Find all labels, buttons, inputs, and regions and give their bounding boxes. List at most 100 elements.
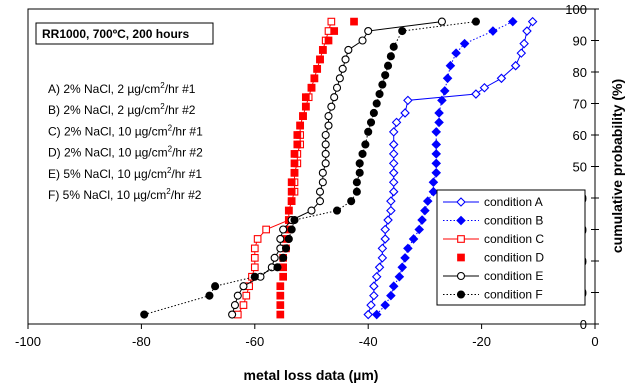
data-point <box>284 206 293 215</box>
data-point <box>310 74 319 83</box>
x-tick-label: -20 <box>472 334 491 349</box>
condition-text: E) 5% NaCl, 10 µg/cm <box>48 167 167 181</box>
data-point <box>287 187 296 196</box>
data-point <box>439 86 450 96</box>
data-point <box>321 149 330 158</box>
data-point <box>250 272 259 281</box>
data-point <box>230 301 240 310</box>
legend-item: condition C <box>443 232 544 246</box>
data-point <box>442 73 453 84</box>
data-point <box>414 224 425 235</box>
data-point <box>250 254 259 262</box>
data-point <box>332 83 342 92</box>
data-point <box>284 234 293 243</box>
conditions-list: A) 2% NaCl, 2 µg/cm2/hr #1B) 2% NaCl, 2 … <box>48 81 203 202</box>
data-point <box>287 225 296 234</box>
condition-superscript: 2 <box>160 102 165 111</box>
data-point <box>369 108 378 117</box>
y-tick-label: 50 <box>573 160 587 175</box>
data-point <box>324 112 333 121</box>
condition-text: B) 2% NaCl, 2 µg/cm <box>48 103 160 117</box>
condition-suffix: /hr #2 <box>165 103 196 117</box>
y-tick-label: 80 <box>573 65 587 80</box>
legend-frame <box>436 189 586 306</box>
data-point <box>279 225 288 234</box>
data-point <box>394 271 405 282</box>
data-point <box>276 310 285 319</box>
condition-description: B) 2% NaCl, 2 µg/cm2/hr #2 <box>48 102 196 117</box>
data-point <box>352 178 361 187</box>
data-point <box>431 158 442 169</box>
data-point <box>313 65 322 73</box>
data-point <box>459 38 470 49</box>
data-point <box>389 42 398 51</box>
data-point <box>377 243 388 254</box>
data-point <box>270 253 279 262</box>
data-point <box>496 73 507 84</box>
data-point <box>386 196 396 206</box>
data-point <box>434 108 444 118</box>
legend-marker <box>457 235 465 243</box>
data-point <box>324 121 333 130</box>
data-point <box>290 216 299 225</box>
data-point <box>228 310 237 319</box>
data-point <box>437 17 446 26</box>
data-point <box>388 177 399 188</box>
data-point <box>290 168 299 177</box>
x-tick-label: -40 <box>359 334 378 349</box>
data-point <box>380 224 390 235</box>
data-point <box>403 95 413 106</box>
data-point <box>233 291 242 300</box>
data-point <box>388 139 399 150</box>
condition-description: D) 2% NaCl, 10 µg/cm2/hr #2 <box>48 145 203 160</box>
data-point <box>371 309 382 320</box>
data-point <box>318 178 327 187</box>
data-point <box>364 127 373 136</box>
data-point <box>281 244 291 253</box>
legend-label: condition F <box>484 288 543 302</box>
data-point <box>262 225 270 234</box>
y-tick-label: 90 <box>573 34 587 49</box>
data-point <box>374 262 385 273</box>
legend-label: condition E <box>484 269 543 283</box>
data-point <box>388 149 399 159</box>
data-point <box>307 83 316 92</box>
condition-description: C) 2% NaCl, 10 µg/cm2/hr #1 <box>48 123 203 138</box>
data-point <box>287 197 296 206</box>
data-point <box>375 90 384 99</box>
data-point <box>301 93 310 102</box>
data-point <box>397 262 407 273</box>
y-axis-title: cumulative probability (%) <box>609 79 625 253</box>
title-box-frame <box>35 22 214 45</box>
data-point <box>321 140 330 149</box>
chart-title-box: RR1000, 700ºC, 200 hours <box>35 22 214 45</box>
legend-label: condition C <box>484 232 544 246</box>
data-point <box>516 48 527 58</box>
data-point <box>377 253 388 263</box>
legend-label: condition B <box>484 214 543 228</box>
y-tick-label: 100 <box>565 2 587 17</box>
series-condition-a <box>363 16 538 320</box>
data-point <box>428 186 439 197</box>
condition-suffix: /hr #1 <box>172 124 203 138</box>
data-point <box>471 17 480 26</box>
data-point <box>321 130 330 140</box>
data-point <box>386 52 395 61</box>
data-point <box>239 282 248 291</box>
data-point <box>431 127 442 137</box>
data-point <box>383 61 393 70</box>
legend-marker <box>457 253 465 262</box>
data-point <box>290 150 299 158</box>
data-point <box>437 95 447 106</box>
data-point <box>279 253 288 262</box>
data-point <box>347 197 356 206</box>
legend: condition A condition B condition C conditi… <box>436 189 586 306</box>
data-point <box>287 178 296 187</box>
data-point <box>388 158 399 169</box>
data-point <box>361 140 370 149</box>
data-point <box>327 17 336 26</box>
data-point <box>276 282 285 291</box>
data-point <box>276 291 285 300</box>
data-point <box>350 17 358 26</box>
data-point <box>388 168 399 178</box>
